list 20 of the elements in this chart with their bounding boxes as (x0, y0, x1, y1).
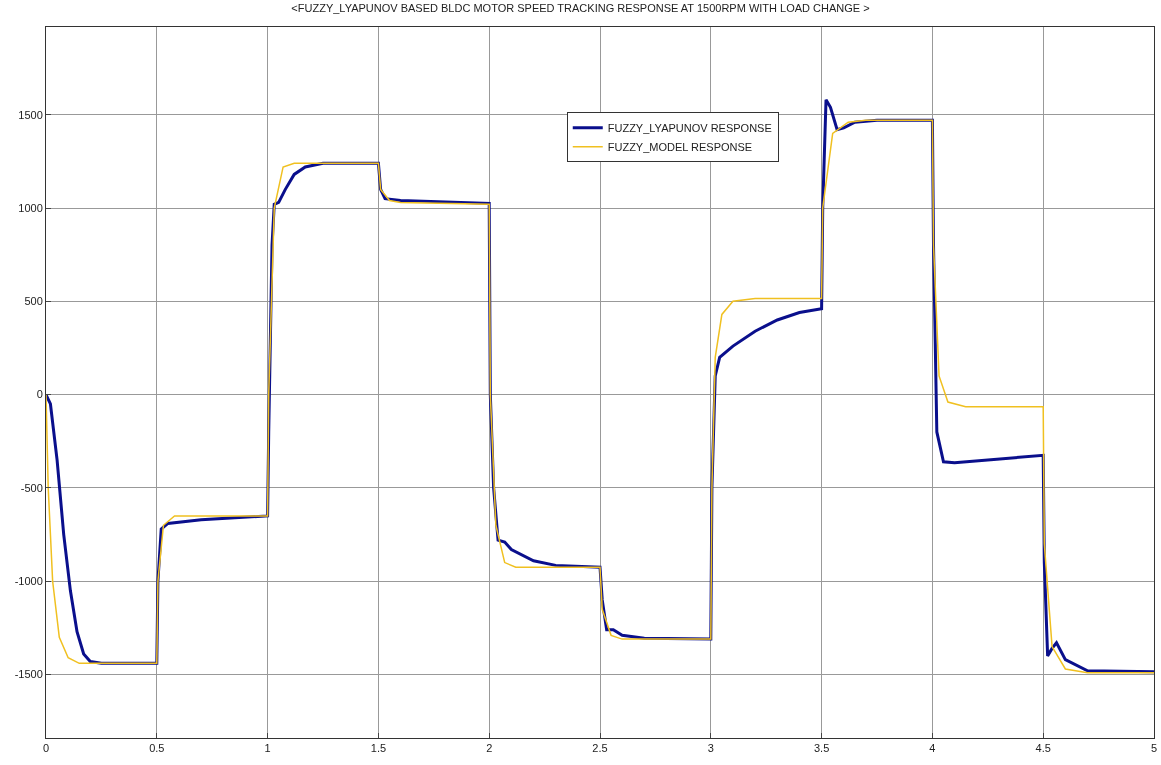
y-tick-label: 1000 (18, 201, 43, 214)
x-tick-label: 2.5 (592, 742, 608, 755)
x-tick-label: 4 (929, 742, 936, 755)
chart-title: <FUZZY_LYAPUNOV BASED BLDC MOTOR SPEED TRACKING RESPONSE AT 1500RPM WITH LOAD CHANGE > (291, 1, 870, 14)
x-tick-label: 4.5 (1035, 742, 1051, 755)
x-tick-label: 1.5 (370, 742, 387, 755)
y-tick-label: 1500 (18, 108, 43, 121)
y-tick-label: 500 (24, 295, 43, 308)
y-tick-label: -1000 (14, 575, 43, 588)
x-tick-label: 2 (486, 742, 493, 755)
y-tick-label: 0 (36, 388, 43, 401)
x-tick-label: 0.5 (149, 742, 165, 755)
y-tick-label: -500 (20, 481, 43, 494)
x-tick-label: 3 (707, 742, 714, 755)
legend-label: FUZZY_MODEL RESPONSE (607, 141, 753, 154)
x-tick-label: 3.5 (813, 742, 830, 755)
x-tick-label: 1 (264, 742, 271, 755)
x-tick-label: 5 (1150, 742, 1158, 755)
legend-label: FUZZY_LYAPUNOV RESPONSE (607, 122, 772, 135)
y-tick-label: -1500 (14, 668, 43, 681)
